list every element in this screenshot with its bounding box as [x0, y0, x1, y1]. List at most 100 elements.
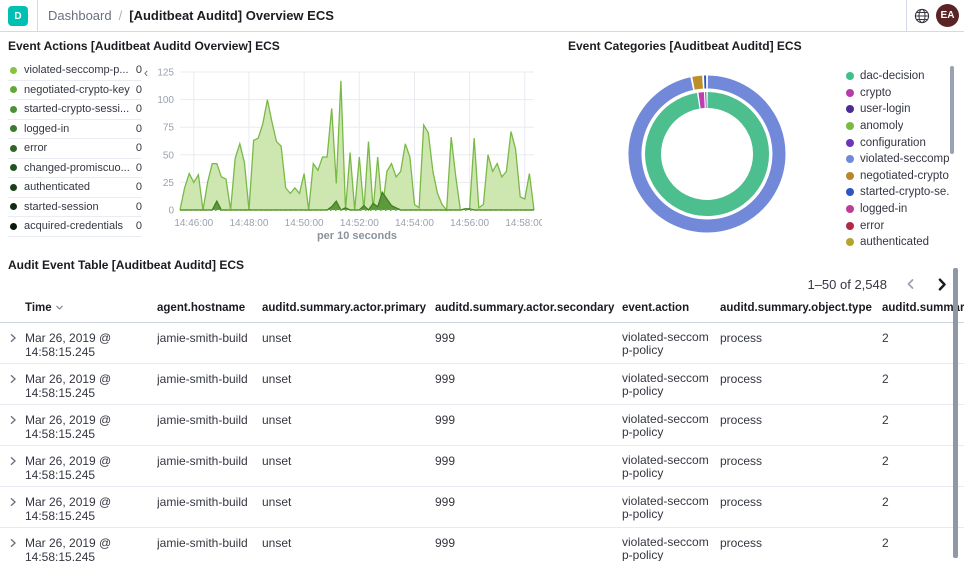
cell-hostname: jamie-smith-build: [157, 322, 262, 364]
event-categories-legend: dac-decision crypto user-login anomoly confi…: [846, 68, 950, 251]
legend-color-dot: [10, 203, 17, 211]
user-avatar[interactable]: EA: [936, 4, 959, 27]
column-header-object-type[interactable]: auditd.summary.object.type: [720, 298, 882, 323]
legend-item[interactable]: changed-promiscuo... 0: [8, 159, 142, 178]
chevron-right-icon: [938, 277, 946, 291]
legend-item[interactable]: configuration: [846, 134, 950, 151]
row-expand-button[interactable]: [0, 322, 25, 364]
cell-time: Mar 26, 2019 @ 14:58:15.245: [25, 322, 157, 364]
donut-slice-dac-decision[interactable]: [645, 92, 770, 216]
column-header-event-action[interactable]: event.action: [622, 298, 720, 323]
event-categories-donut-chart[interactable]: [625, 72, 789, 236]
cell-summary: 2: [882, 404, 964, 446]
table-row: Mar 26, 2019 @ 14:58:15.245 jamie-smith-b…: [0, 363, 964, 405]
legend-item-label: violated-seccomp-p...: [24, 64, 129, 77]
cell-object-type: process: [720, 486, 882, 528]
legend-item[interactable]: violated-seccomp-p... 0: [8, 61, 142, 81]
sort-descending-icon: [55, 306, 63, 311]
cell-actor-secondary: 999: [435, 527, 622, 561]
legend-item-label: started-session: [24, 200, 99, 213]
breadcrumb-dashboard-link[interactable]: Dashboard: [48, 8, 112, 23]
legend-item-value: 0: [135, 83, 142, 96]
table-row: Mar 26, 2019 @ 14:58:15.245 jamie-smith-b…: [0, 486, 964, 528]
x-axis-tick-label: 14:54:00: [395, 218, 434, 229]
legend-scrollbar[interactable]: [950, 66, 954, 154]
cell-actor-primary: unset: [262, 486, 435, 528]
legend-item-value: 0: [135, 64, 142, 77]
area-series-line-0: [179, 80, 535, 212]
cell-summary: 2: [882, 363, 964, 405]
legend-item[interactable]: negotiated-crypto-key 0: [8, 81, 142, 100]
legend-item[interactable]: error: [846, 217, 950, 234]
chevron-right-icon: [10, 457, 16, 465]
audit-table-panel-title: Audit Event Table [Auditbeat Auditd] ECS: [8, 258, 244, 272]
legend-item[interactable]: user-login: [846, 101, 950, 118]
y-axis-tick-label: 50: [163, 150, 175, 161]
cell-object-type: process: [720, 445, 882, 487]
legend-item[interactable]: logged-in 0: [8, 120, 142, 139]
legend-item-label: authenticated: [860, 236, 930, 249]
cell-actor-secondary: 999: [435, 322, 622, 364]
collapse-legend-button[interactable]: ‹: [143, 65, 149, 80]
expander-column-header: [0, 298, 25, 323]
column-header-time-label: Time: [25, 302, 52, 314]
event-actions-area-chart[interactable]: 0 25 50 75 100 125 14:46:00 14:48:00 14:50:00 14:…: [150, 64, 542, 243]
legend-item-label: user-login: [860, 103, 911, 116]
event-actions-legend: violated-seccomp-p... 0 negotiated-crypto-…: [8, 61, 142, 237]
next-page-button[interactable]: [929, 272, 953, 296]
row-expand-button[interactable]: [0, 527, 25, 561]
globe-icon[interactable]: [914, 8, 930, 24]
legend-item-label: changed-promiscuo...: [24, 161, 130, 174]
column-header-summary[interactable]: auditd.summary: [882, 298, 964, 323]
header-divider: [37, 0, 38, 31]
legend-item-value: 0: [135, 103, 142, 116]
donut-slice-violated-seccomp-policy[interactable]: [628, 75, 786, 233]
legend-item[interactable]: anomoly: [846, 118, 950, 135]
column-header-hostname[interactable]: agent.hostname: [157, 298, 262, 323]
legend-color-dot: [846, 188, 854, 197]
legend-item[interactable]: dac-decision: [846, 68, 950, 85]
row-expand-button[interactable]: [0, 404, 25, 446]
chevron-right-icon: [10, 334, 16, 342]
legend-item[interactable]: logged-in: [846, 201, 950, 218]
y-axis-tick-label: 25: [163, 178, 175, 189]
x-axis-tick-label: 14:46:00: [174, 218, 213, 229]
cell-time: Mar 26, 2019 @ 14:58:15.245: [25, 404, 157, 446]
legend-item[interactable]: crypto: [846, 85, 950, 102]
cell-hostname: jamie-smith-build: [157, 486, 262, 528]
cell-object-type: process: [720, 363, 882, 405]
table-scrollbar[interactable]: [953, 268, 958, 558]
x-axis-tick-label: 14:56:00: [450, 218, 489, 229]
legend-item[interactable]: acquired-credentials 0: [8, 217, 142, 237]
legend-item-label: error: [860, 219, 885, 232]
legend-color-dot: [846, 138, 854, 147]
deployment-logo[interactable]: D: [8, 6, 28, 26]
cell-object-type: process: [720, 527, 882, 561]
x-axis-tick-label: 14:50:00: [285, 218, 324, 229]
cell-event-action: violated-seccomp-policy: [622, 363, 720, 405]
previous-page-button[interactable]: [899, 272, 923, 296]
cell-event-action: violated-seccomp-policy: [622, 527, 720, 561]
row-expand-button[interactable]: [0, 363, 25, 405]
cell-actor-primary: unset: [262, 322, 435, 364]
legend-item[interactable]: violated-seccomp...: [846, 151, 950, 168]
area-series-line-1: [180, 190, 534, 211]
legend-item[interactable]: started-session 0: [8, 198, 142, 217]
row-expand-button[interactable]: [0, 445, 25, 487]
legend-item[interactable]: started-crypto-se...: [846, 184, 950, 201]
row-expand-button[interactable]: [0, 486, 25, 528]
legend-item-label: logged-in: [24, 122, 70, 135]
column-header-actor-secondary[interactable]: auditd.summary.actor.secondary: [435, 298, 622, 323]
column-header-actor-primary[interactable]: auditd.summary.actor.primary: [262, 298, 435, 323]
cell-summary: 2: [882, 322, 964, 364]
x-axis-title: per 10 seconds: [317, 230, 397, 242]
legend-item[interactable]: authenticated 0: [8, 178, 142, 198]
legend-item[interactable]: started-crypto-sessi... 0: [8, 100, 142, 120]
legend-item[interactable]: authenticated: [846, 234, 950, 251]
legend-item[interactable]: error 0: [8, 139, 142, 159]
legend-item-value: 0: [135, 161, 142, 174]
legend-item[interactable]: negotiated-crypto...: [846, 168, 950, 185]
donut-slice-negotiated-crypto-key[interactable]: [692, 75, 703, 90]
column-header-time[interactable]: Time: [25, 298, 157, 323]
